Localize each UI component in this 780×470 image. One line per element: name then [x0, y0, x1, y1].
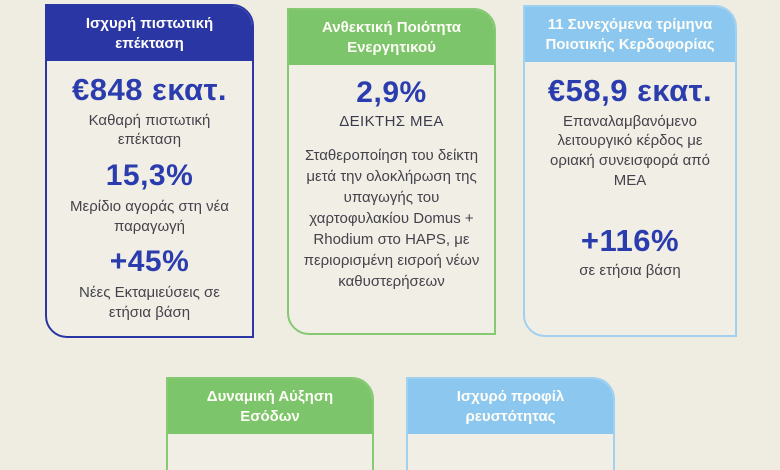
card-quality-profitability-title: 11 Συνεχόμενα τρίμηνα Ποιοτικής Κερδοφορ… [545, 16, 715, 53]
card-credit-expansion-title: Ισχυρή πιστωτική επέκταση [85, 15, 214, 52]
stat-yoy-growth-label: σε ετήσια βάση [579, 262, 681, 280]
stat-recurring-profit-value: €58,9 εκατ. [547, 73, 713, 108]
card-credit-expansion-header: Ισχυρή πιστωτική επέκταση [47, 6, 252, 61]
stat-net-credit-expansion-value: €848 εκατ. [71, 72, 228, 107]
stat-new-disbursements-label: Νέες Εκταμιεύσεις σε ετήσια βάση [79, 283, 220, 321]
asset-quality-description: Σταθεροποίηση του δείκτη μετά την ολοκλή… [303, 146, 480, 290]
stat-net-credit-expansion: €848 εκατ. Καθαρή πιστωτική επέκταση [56, 72, 243, 150]
card-credit-expansion-body: €848 εκατ. Καθαρή πιστωτική επέκταση 15,… [47, 61, 252, 336]
stat-recurring-profit: €58,9 εκατ. Επαναλαμβανόμενο λειτουργικό… [534, 73, 726, 191]
stat-npe-ratio: 2,9% ΔΕΙΚΤΗΣ ΜΕΑ [298, 76, 485, 130]
card-asset-quality-header: Ανθεκτική Ποιότητα Ενεργητικού [289, 10, 494, 65]
stat-market-share-value: 15,3% [105, 159, 194, 193]
stat-yoy-growth-value: +116% [580, 222, 680, 258]
stat-npe-ratio-label: ΔΕΙΚΤΗΣ ΜΕΑ [339, 112, 444, 130]
card-quality-profitability-header: 11 Συνεχόμενα τρίμηνα Ποιοτικής Κερδοφορ… [525, 7, 735, 62]
stat-new-disbursements-value: +45% [109, 245, 190, 279]
stat-npe-ratio-value: 2,9% [356, 76, 427, 109]
stat-new-disbursements: +45% Νέες Εκταμιεύσεις σε ετήσια βάση [56, 245, 243, 322]
stat-yoy-growth: +116% σε ετήσια βάση [534, 223, 726, 281]
stat-market-share: 15,3% Μερίδιο αγοράς στη νέα παραγωγή [56, 159, 243, 236]
stat-market-share-label: Μερίδιο αγοράς στη νέα παραγωγή [70, 197, 229, 235]
card-revenue-growth: Δυναμική Αύξηση Εσόδων [166, 377, 374, 470]
card-revenue-growth-body [168, 434, 372, 453]
card-revenue-growth-title: Δυναμική Αύξηση Εσόδων [206, 388, 334, 425]
card-liquidity-profile-title: Ισχυρό προφίλ ρευστότητας [456, 388, 565, 425]
card-credit-expansion: Ισχυρή πιστωτική επέκταση €848 εκατ. Καθ… [45, 4, 254, 338]
stat-net-credit-expansion-label: Καθαρή πιστωτική επέκταση [88, 111, 211, 149]
card-revenue-growth-header: Δυναμική Αύξηση Εσόδων [168, 379, 372, 434]
card-asset-quality-body: 2,9% ΔΕΙΚΤΗΣ ΜΕΑ Σταθεροποίηση του δείκτ… [289, 65, 494, 315]
stat-recurring-profit-label: Επαναλαμβανόμενο λειτουργικό κέρδος με ο… [550, 112, 710, 190]
card-liquidity-profile-header: Ισχυρό προφίλ ρευστότητας [408, 379, 613, 434]
card-liquidity-profile-body [408, 434, 613, 453]
card-liquidity-profile: Ισχυρό προφίλ ρευστότητας [406, 377, 615, 470]
card-quality-profitability-body: €58,9 εκατ. Επαναλαμβανόμενο λειτουργικό… [525, 62, 735, 298]
card-asset-quality-title: Ανθεκτική Ποιότητα Ενεργητικού [321, 19, 462, 56]
card-asset-quality: Ανθεκτική Ποιότητα Ενεργητικού 2,9% ΔΕΙΚ… [287, 8, 496, 335]
card-quality-profitability: 11 Συνεχόμενα τρίμηνα Ποιοτικής Κερδοφορ… [523, 5, 737, 337]
